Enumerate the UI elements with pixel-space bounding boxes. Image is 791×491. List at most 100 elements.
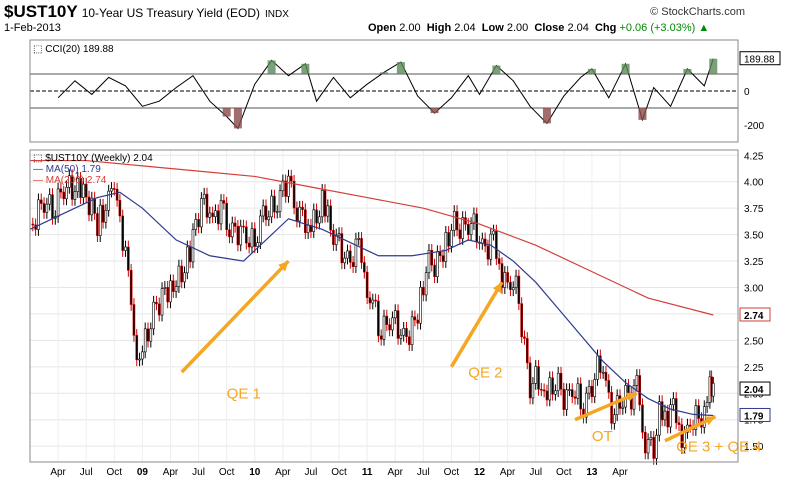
annotation-label: QE 2 [468, 364, 502, 381]
price-candle [391, 317, 394, 331]
price-candle [45, 203, 49, 213]
x-tick-label: 11 [362, 467, 373, 478]
price-candle [149, 328, 153, 342]
price-candle [643, 432, 647, 454]
price-candle [641, 404, 644, 433]
price-candle [658, 401, 661, 436]
price-candle [256, 242, 259, 247]
price-candle [596, 355, 599, 380]
price-candle [396, 310, 400, 339]
price-candle [520, 303, 523, 338]
price-candle [132, 304, 136, 336]
price-candle [444, 232, 448, 262]
price-candle [615, 395, 619, 416]
price-y-tick-label: 3.75 [744, 204, 764, 215]
price-candle [160, 288, 164, 316]
symbol: $UST10Y [4, 2, 78, 21]
price-candle [688, 424, 692, 427]
price-candle [343, 257, 346, 264]
price-candle [205, 193, 209, 218]
price-candle [211, 212, 214, 217]
annotation-label: QE 3 + QE 4 [676, 438, 761, 455]
price-candle [222, 200, 226, 204]
price-candle [82, 183, 85, 198]
price-candle [320, 190, 324, 218]
title: 10-Year US Treasury Yield (EOD) [81, 6, 260, 20]
price-candle [534, 366, 538, 384]
price-candle [90, 197, 94, 216]
price-candle [635, 375, 639, 386]
price-candle [357, 238, 361, 240]
price-y-tick-label: 4.00 [744, 178, 764, 189]
price-candle [483, 238, 487, 247]
price-candle [438, 251, 442, 257]
price-candle [528, 362, 532, 399]
price-candle [621, 406, 625, 409]
ohlc-readout: Open 2.00 High 2.04 Low 2.00 Close 2.04 … [368, 22, 710, 34]
price-candle [118, 199, 122, 217]
x-tick-label: Jul [305, 467, 318, 478]
price-candle [312, 209, 316, 232]
price-candle [329, 205, 332, 231]
price-candle [402, 328, 405, 336]
price-candle [281, 180, 285, 192]
price-candle [202, 193, 206, 199]
price-candle [419, 286, 422, 324]
price-candle [607, 380, 611, 393]
price-candle [427, 249, 431, 274]
price-candle [385, 315, 389, 325]
price-candle [436, 251, 439, 277]
ma200-line [30, 159, 714, 316]
price-candle [433, 264, 436, 277]
price-candle [143, 328, 147, 353]
price-legend-entry: — MA(200) 2.74 [33, 175, 107, 186]
price-candle [466, 223, 470, 236]
price-candle [87, 196, 91, 216]
price-candle [253, 228, 257, 247]
x-tick-label: Apr [50, 467, 66, 478]
price-candle [318, 216, 321, 224]
annotation-arrowhead [278, 261, 289, 272]
price-candle [568, 389, 571, 391]
x-tick-label: Oct [556, 467, 572, 478]
x-tick-label: 10 [249, 467, 261, 478]
price-candle [166, 287, 169, 303]
x-tick-label: 13 [586, 467, 598, 478]
price-candle [93, 197, 96, 214]
price-candle [107, 190, 110, 211]
price-candle [422, 286, 425, 296]
x-tick-label: Jul [80, 467, 93, 478]
cci-tick-label: -200 [744, 121, 764, 132]
x-tick-label: Oct [331, 467, 347, 478]
price-candle [506, 272, 509, 283]
price-candle [461, 217, 464, 239]
price-candle [351, 262, 355, 267]
price-candle [430, 249, 434, 266]
price-candle [298, 206, 302, 222]
annotation-arrowhead [625, 392, 637, 402]
price-candle [264, 205, 268, 221]
price-candle [68, 175, 71, 188]
price-candle [65, 187, 68, 200]
price-candle [413, 316, 417, 321]
cci-tick-label: 189.88 [744, 55, 775, 66]
cci-oversold-fill [233, 108, 242, 129]
price-candle [371, 299, 375, 304]
price-candle [593, 379, 597, 398]
cci-legend: ⬚ CCI(20) 189.88 [33, 44, 114, 55]
price-value-box [739, 381, 771, 396]
price-candle [270, 195, 273, 218]
price-candle [157, 303, 161, 316]
price-candle [84, 183, 88, 198]
price-candle [292, 180, 296, 209]
price-candle [326, 205, 330, 217]
price-candle [348, 250, 352, 263]
cci-oversold-fill [222, 108, 231, 117]
price-candle [613, 414, 616, 424]
price-y-tick-label: 3.50 [744, 231, 764, 242]
price-candle [584, 392, 588, 418]
price-candle [542, 389, 546, 392]
price-candle [680, 424, 684, 448]
price-candle [79, 177, 82, 198]
x-tick-label: Jul [417, 467, 430, 478]
